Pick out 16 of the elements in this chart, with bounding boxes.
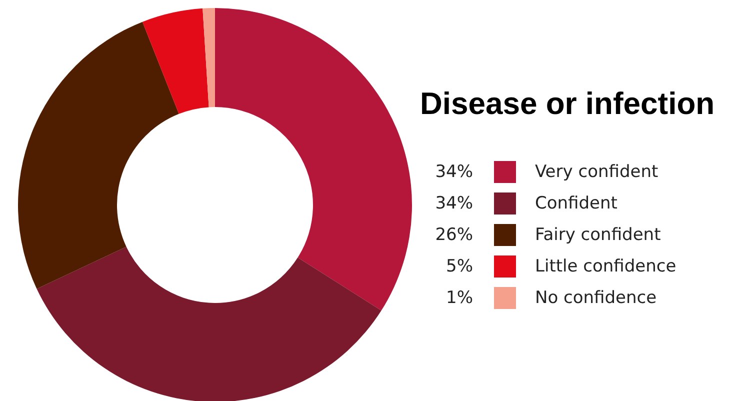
- donut-slice: [36, 246, 382, 401]
- data-label: 1%: [446, 288, 473, 308]
- legend-label: No confidence: [535, 288, 657, 308]
- legend-label: Little confidence: [535, 256, 676, 276]
- donut-slice: [142, 8, 209, 114]
- data-label: 34%: [435, 194, 473, 214]
- legend-label: Fairy confident: [535, 225, 662, 245]
- legend-label: Very confident: [535, 162, 658, 182]
- donut-slice: [18, 22, 179, 289]
- donut-slice: [215, 8, 412, 311]
- data-label: 34%: [435, 162, 473, 182]
- legend-label: Confident: [535, 194, 618, 214]
- text: Disease or infection: [420, 86, 715, 121]
- data-label: 5%: [446, 256, 473, 276]
- donut-slice: [202, 8, 215, 108]
- data-label: 26%: [435, 225, 473, 245]
